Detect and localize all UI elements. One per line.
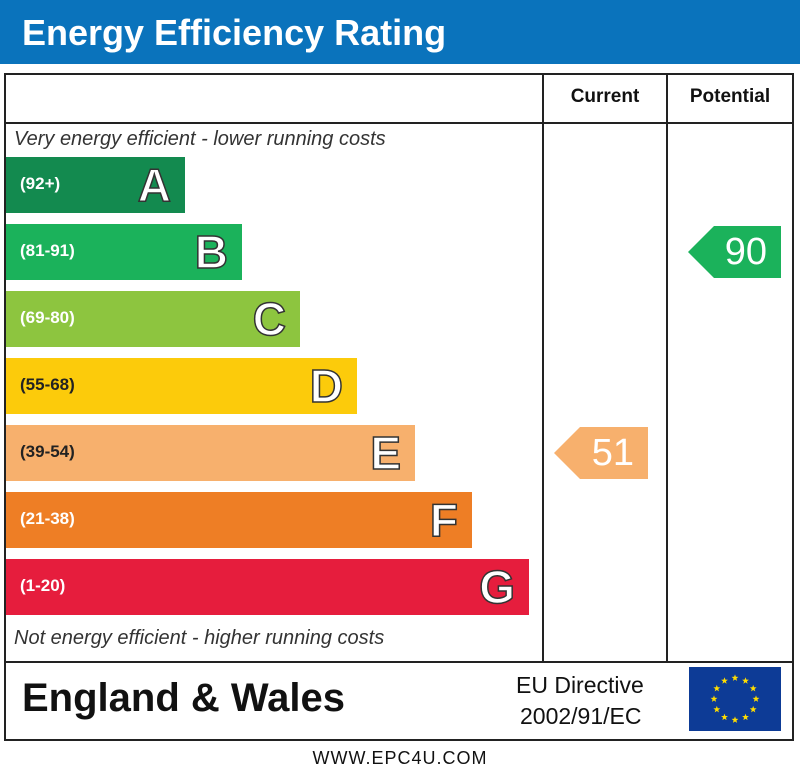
potential-rating-arrow-shape: [688, 226, 781, 278]
eu-star-icon: [752, 695, 760, 702]
band-a: (92+) A: [6, 157, 185, 213]
eu-star-icon: [710, 695, 718, 702]
band-e: (39-54) E: [6, 425, 415, 481]
eu-star-icon: [731, 674, 739, 681]
title-bar: Energy Efficiency Rating: [0, 0, 800, 64]
band-letter: G: [478, 561, 515, 613]
eu-flag-icon: [689, 667, 781, 731]
band-range-label: (1-20): [20, 576, 66, 595]
band-d: (55-68) D: [6, 358, 357, 414]
band-letter: B: [194, 226, 229, 278]
band-range-label: (55-68): [20, 375, 75, 394]
band-b: (81-91) B: [6, 224, 242, 280]
eu-star-icon: [742, 677, 749, 684]
rating-frame: [4, 73, 794, 741]
band-letter: E: [370, 427, 402, 479]
current-rating-arrow-shape: [554, 427, 648, 479]
eu-star-icon: [713, 705, 721, 713]
eu-star-icon: [742, 713, 749, 721]
divider-current-left: [542, 73, 544, 663]
band-letter: A: [137, 159, 172, 211]
eu-stars-icon: [710, 674, 760, 723]
divider-potential-left: [666, 73, 668, 663]
potential-rating-arrow-pointer: [688, 226, 781, 278]
band-f: (21-38) F: [6, 492, 472, 548]
website-url: WWW.EPC4U.COM: [312, 748, 488, 768]
eu-star-icon: [749, 684, 757, 692]
region-label: England & Wales: [22, 676, 346, 720]
eu-star-icon: [713, 684, 721, 692]
eu-star-icon: [721, 677, 728, 684]
band-letter: C: [252, 293, 287, 345]
column-header-potential: Potential: [689, 86, 771, 107]
band-range-label: (92+): [20, 174, 61, 193]
eu-star-icon: [749, 705, 757, 713]
header-divider: [4, 122, 794, 124]
band-range-label: (81-91): [20, 241, 75, 260]
chart-title: Energy Efficiency Rating: [22, 12, 447, 53]
band-range-label: (39-54): [20, 442, 75, 461]
band-c: (69-80) C: [6, 291, 300, 347]
potential-rating-arrow: 90: [688, 226, 781, 278]
band-range-label: (21-38): [20, 509, 75, 528]
caption-efficient: Very energy efficient - lower running co…: [14, 128, 386, 150]
directive-label: EU Directive: [516, 672, 644, 698]
band-g: (1-20) G: [6, 559, 529, 615]
potential-rating-arrow-value: 90: [724, 231, 767, 273]
band-letter: D: [309, 360, 344, 412]
directive-number: 2002/91/EC: [520, 703, 642, 729]
band-letter: F: [429, 494, 459, 546]
band-range-label: (69-80): [20, 308, 75, 327]
current-rating-arrow: 51: [554, 427, 648, 479]
eu-star-icon: [721, 713, 728, 721]
column-header-current: Current: [570, 86, 640, 107]
eu-star-icon: [731, 716, 739, 723]
current-rating-arrow-value: 51: [591, 432, 634, 474]
footer-divider: [4, 661, 794, 663]
caption-inefficient: Not energy efficient - higher running co…: [14, 627, 385, 649]
current-rating-arrow-pointer: [554, 427, 648, 479]
